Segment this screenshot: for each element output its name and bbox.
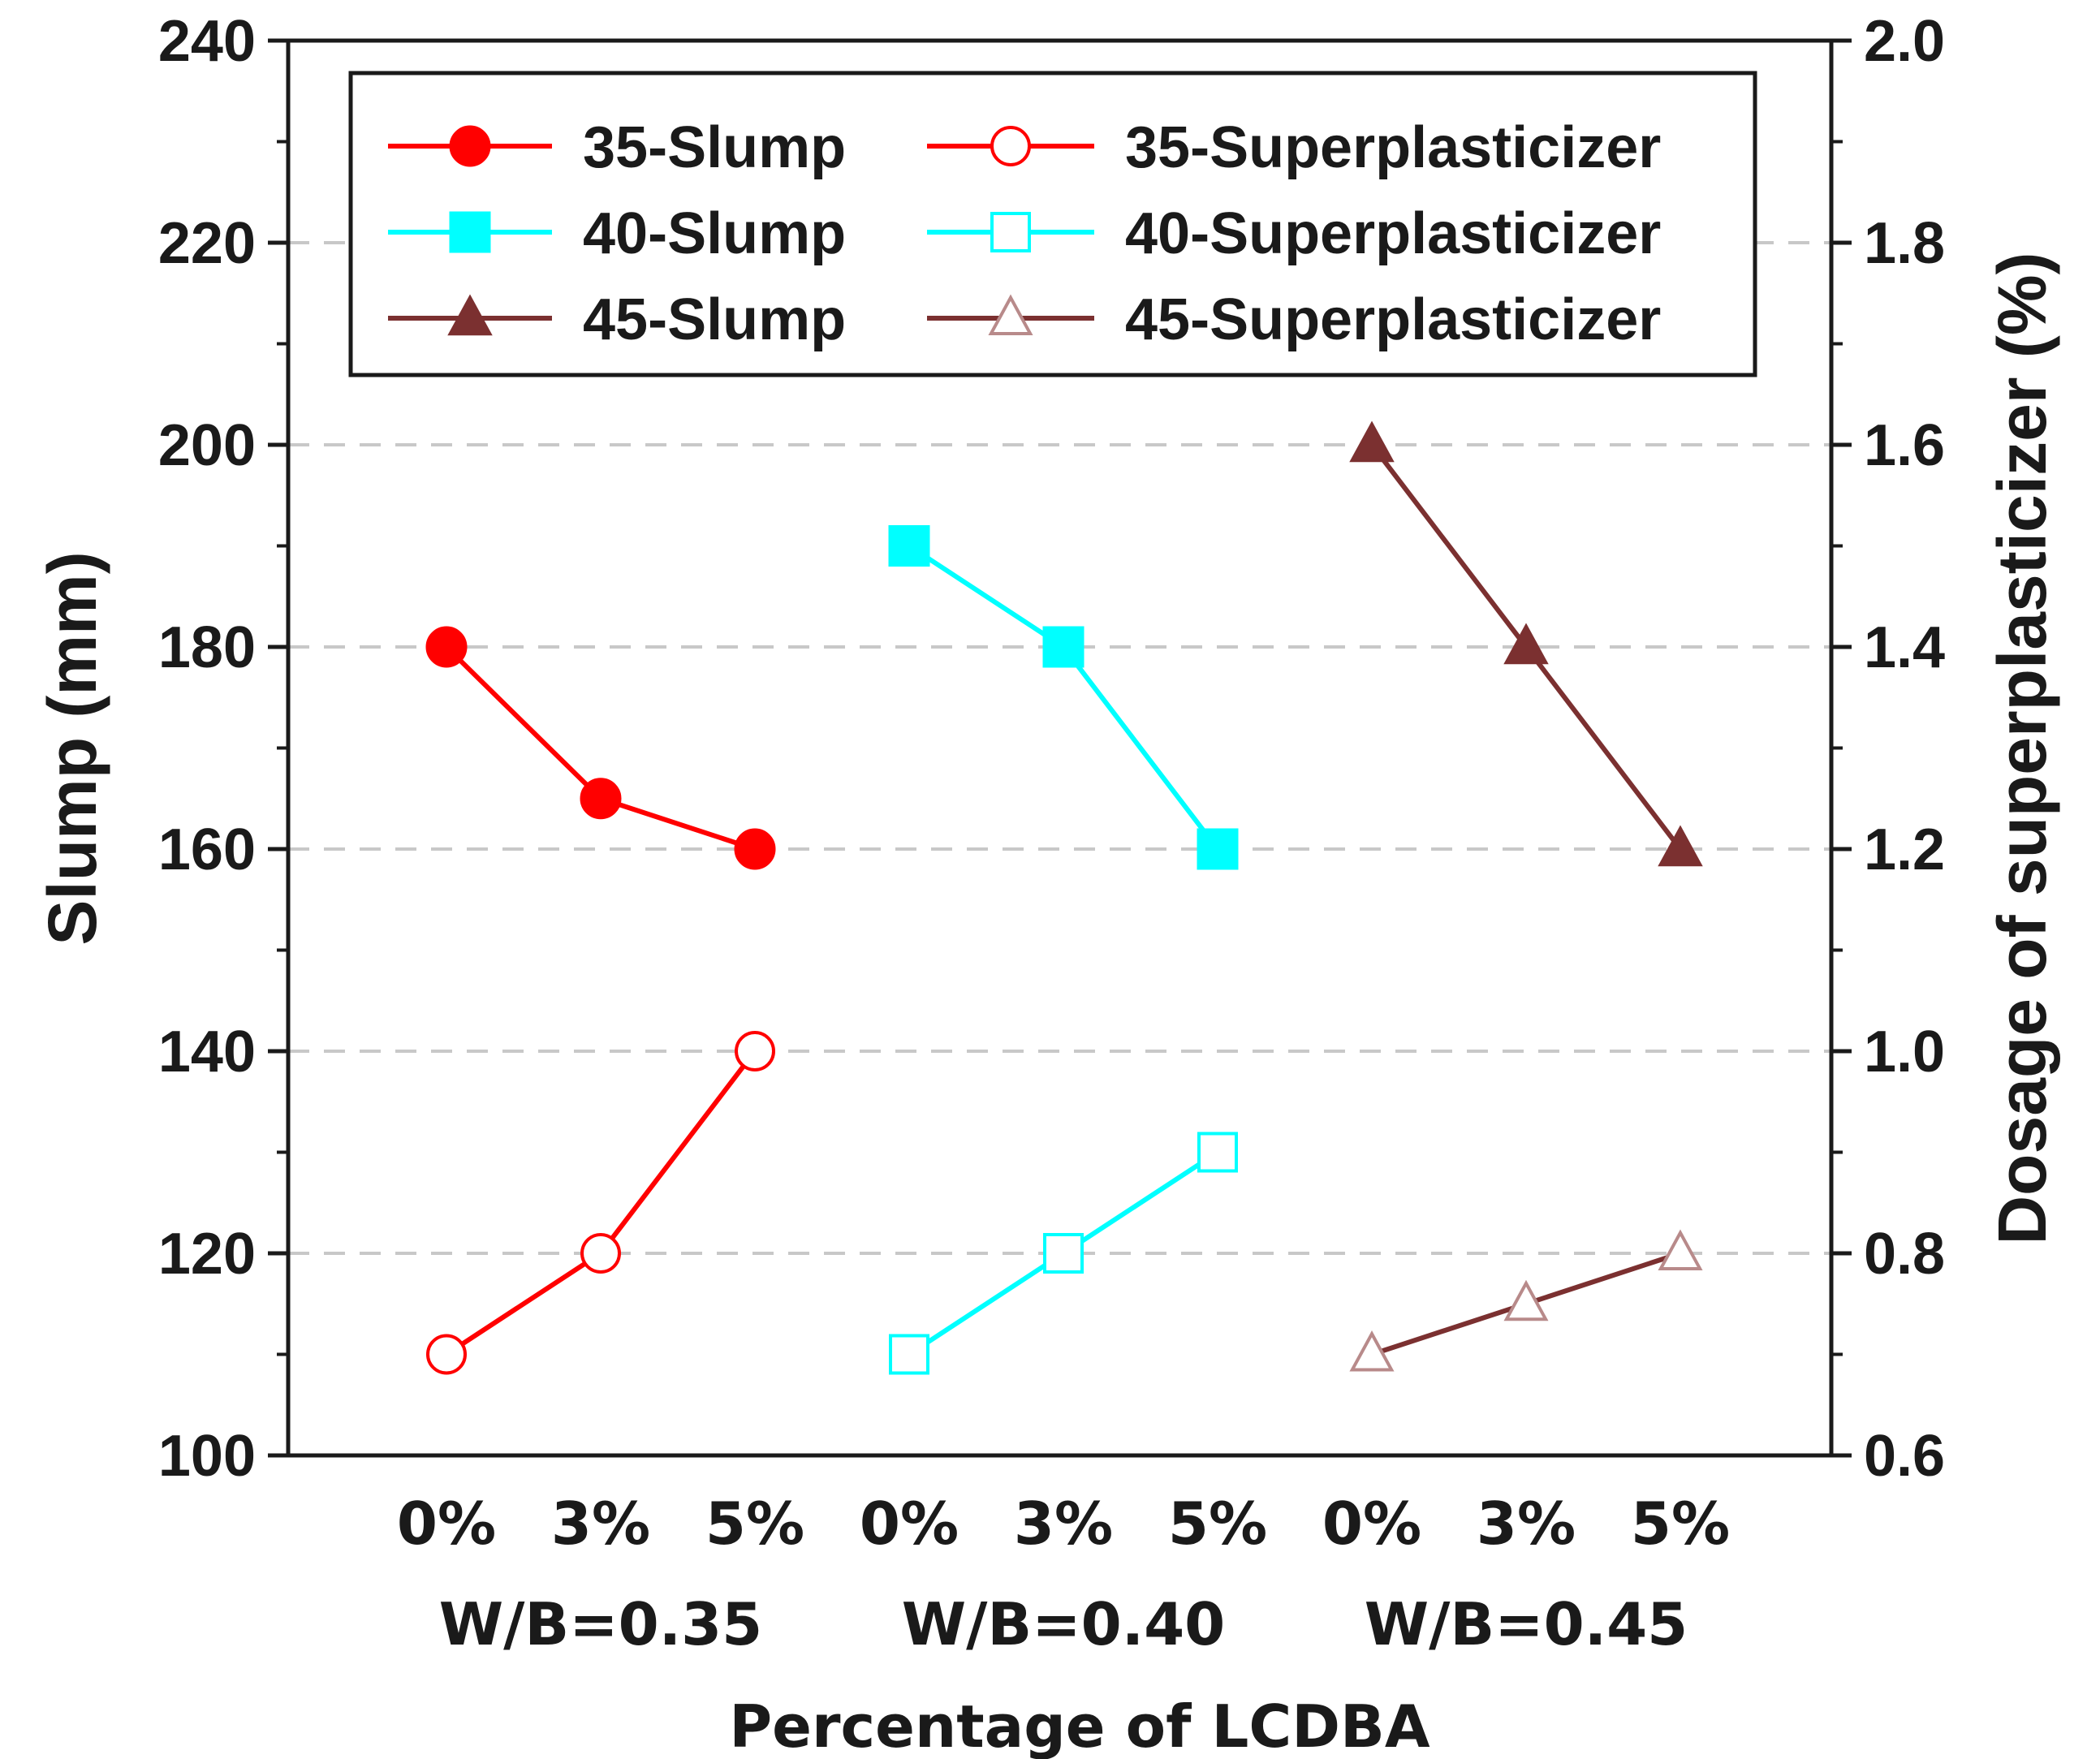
right-tick-label: 1.8 [1864, 211, 1945, 276]
legend-marker [447, 294, 493, 336]
x-group-label: W/B=0.45 [1365, 1590, 1688, 1658]
legend-box [348, 71, 1757, 377]
x-axis-title: Percentage of LCDBA [729, 1692, 1430, 1759]
data-point [580, 1233, 621, 1274]
x-category-label: 3% [1014, 1490, 1113, 1558]
legend-label: 40-Slump [583, 201, 846, 266]
legend-marker [990, 126, 1031, 166]
data-point [1503, 1279, 1549, 1321]
data-point [580, 778, 622, 820]
legend-label: 35-Slump [583, 115, 846, 180]
series-line [908, 543, 1220, 851]
left-tick-label: 100 [158, 1424, 256, 1489]
x-category-label: 5% [705, 1490, 804, 1558]
data-point [1658, 825, 1703, 867]
right-tick-label: 1.4 [1864, 615, 1945, 680]
x-category-label: 0% [1322, 1490, 1421, 1558]
x-group-label: W/B=0.35 [439, 1590, 763, 1658]
left-tick-label: 220 [158, 211, 256, 276]
x-axis: 0% 3% 5% W/B=0.35 0% 3% 5% W/B=0.40 0% 3% 5% W/B=0.… [397, 1490, 1730, 1658]
data-point [425, 626, 468, 668]
left-tick-label: 140 [158, 1020, 256, 1084]
series-layer [425, 420, 1703, 1375]
data-point [1349, 420, 1395, 463]
legend-marker [449, 125, 491, 167]
left-y-axis: 100 120 140 160 180 200 220 240 [158, 9, 288, 1489]
data-point [1197, 828, 1239, 870]
data-point [1658, 1229, 1703, 1270]
data-point [888, 525, 930, 567]
grid-lines [288, 241, 1831, 1255]
legend-label: 45-Slump [583, 287, 846, 352]
legend-marker [988, 294, 1033, 335]
right-axis-title: Dosage of superplasticizer (%) [1984, 252, 2060, 1245]
data-point [426, 1334, 467, 1375]
left-tick-label: 240 [158, 9, 256, 74]
right-y-axis: 0.6 0.8 1.0 1.2 1.4 1.6 1.8 2.0 [1831, 9, 1945, 1489]
x-category-label: 0% [860, 1490, 959, 1558]
data-point [1349, 1330, 1395, 1372]
legend-marker [449, 211, 491, 253]
series-line [445, 1050, 757, 1357]
legend-marker [990, 212, 1031, 252]
x-category-label: 3% [1477, 1490, 1576, 1558]
left-tick-label: 200 [158, 413, 256, 478]
right-tick-label: 1.6 [1864, 413, 1945, 478]
right-tick-label: 1.0 [1864, 1020, 1945, 1084]
x-category-label: 3% [551, 1490, 650, 1558]
data-point [735, 1031, 775, 1071]
left-tick-label: 180 [158, 615, 256, 680]
legend-label: 45-Superplasticizer [1125, 287, 1661, 352]
data-point [1197, 1132, 1238, 1173]
left-tick-label: 160 [158, 817, 256, 882]
data-point [1042, 626, 1084, 668]
data-point [734, 828, 776, 870]
x-category-label: 0% [397, 1490, 496, 1558]
x-category-label: 5% [1631, 1490, 1730, 1558]
right-tick-label: 1.2 [1864, 817, 1945, 882]
legend-label: 40-Superplasticizer [1125, 201, 1661, 266]
right-tick-label: 0.6 [1864, 1424, 1945, 1489]
left-axis-title: Slump (mm) [34, 551, 110, 945]
right-tick-label: 0.8 [1864, 1222, 1945, 1287]
data-point [1503, 623, 1549, 665]
x-category-label: 5% [1168, 1490, 1267, 1558]
x-group-label: W/B=0.40 [902, 1590, 1226, 1658]
data-point [889, 1334, 929, 1375]
legend-label: 35-Superplasticizer [1125, 115, 1661, 180]
right-tick-label: 2.0 [1864, 9, 1945, 74]
left-tick-label: 120 [158, 1222, 256, 1287]
data-point [1043, 1233, 1084, 1274]
legend: 35-Slump 40-Slump 45-Slump 35-Superplastici… [348, 71, 1757, 377]
